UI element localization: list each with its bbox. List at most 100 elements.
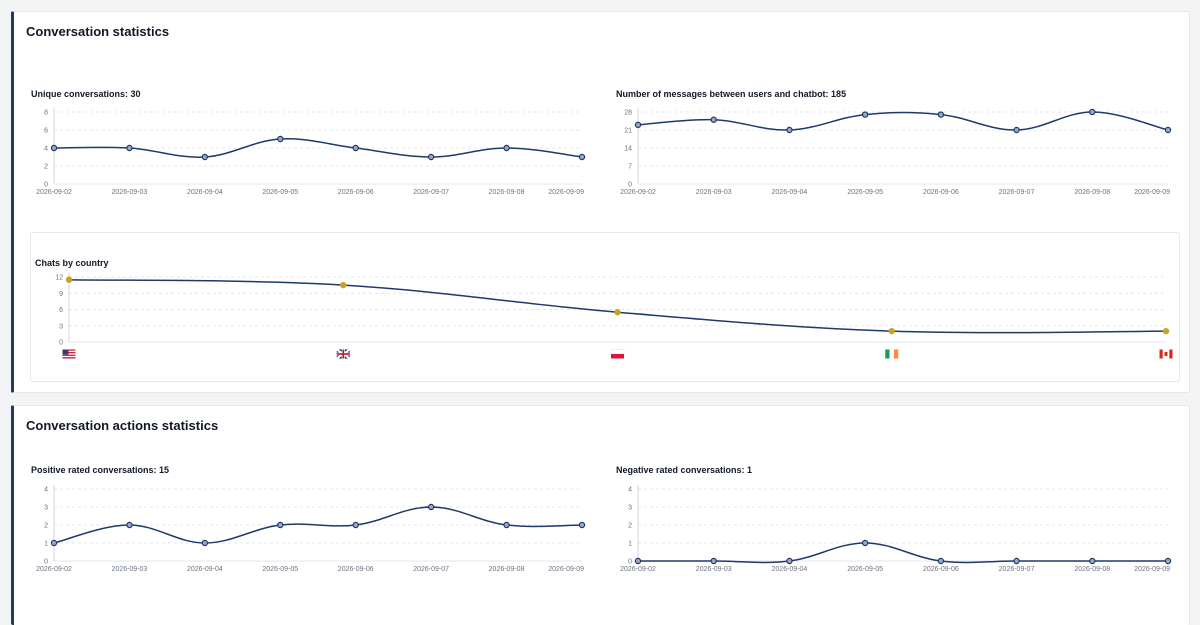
x-tick-label: 2026-09-08 <box>489 189 525 196</box>
series-line <box>53 506 583 544</box>
data-point[interactable] <box>352 521 359 529</box>
x-tick-label: 2026-09-06 <box>923 566 959 573</box>
x-tick-label: 2026-09-05 <box>847 566 883 573</box>
data-point[interactable] <box>861 539 869 547</box>
data-point[interactable] <box>1164 557 1172 565</box>
data-point[interactable] <box>50 144 58 152</box>
x-tick-label: 2026-09-03 <box>696 189 732 196</box>
data-point[interactable] <box>340 281 347 289</box>
data-point[interactable] <box>50 539 58 547</box>
series-line <box>68 278 1167 334</box>
y-tick-label: 0 <box>44 559 48 566</box>
y-tick-label: 21 <box>624 128 632 135</box>
data-point[interactable] <box>1164 126 1172 134</box>
x-tick-label: 2026-09-08 <box>489 566 525 573</box>
y-tick-label: 0 <box>59 340 63 347</box>
chats-by-country-title: Chats by country <box>35 258 109 268</box>
data-point[interactable] <box>710 116 717 123</box>
data-point[interactable] <box>578 521 586 529</box>
data-point[interactable] <box>503 521 510 529</box>
data-point[interactable] <box>614 309 621 316</box>
x-tick-label: 2026-09-09 <box>1134 189 1170 196</box>
x-tick-label: 2026-09-02 <box>36 566 72 573</box>
x-tick-label: 2026-09-06 <box>338 566 374 573</box>
section-title: Conversation actions statistics <box>26 418 219 433</box>
unique-conversations-title: Unique conversations: 30 <box>31 89 141 99</box>
data-point[interactable] <box>1089 108 1096 116</box>
ca-flag-icon <box>1159 349 1173 359</box>
series-line <box>637 542 1168 564</box>
data-point[interactable] <box>1089 557 1096 565</box>
data-point[interactable] <box>937 111 945 118</box>
x-tick-label: 2026-09-09 <box>1134 566 1170 573</box>
x-tick-label: 2026-09-02 <box>620 189 656 196</box>
chats-by-country-card: Chats by country 0 3 6 9 12 <box>30 232 1180 382</box>
conversation-actions-section: Conversation actions statistics Positive… <box>11 405 1190 625</box>
y-tick-label: 7 <box>628 164 632 171</box>
y-tick-label: 28 <box>624 110 632 117</box>
data-point[interactable] <box>786 126 793 134</box>
y-tick-label: 12 <box>55 275 63 282</box>
x-tick-label: 2026-09-03 <box>112 566 148 573</box>
data-point[interactable] <box>578 153 586 161</box>
conversation-statistics-section: Conversation statistics Unique conversat… <box>11 11 1190 393</box>
y-tick-label: 3 <box>628 505 632 512</box>
data-point[interactable] <box>1013 126 1020 134</box>
x-tick-label: 2026-09-03 <box>696 566 732 573</box>
y-tick-label: 4 <box>628 487 632 494</box>
messages-chart: 0 7 14 21 28 2026-09-02 2026-09-03 2026-09-04 20… <box>620 108 1172 196</box>
y-tick-label: 4 <box>44 146 48 153</box>
y-tick-label: 0 <box>44 182 48 189</box>
data-point[interactable] <box>126 144 133 152</box>
unique-conversations-chart: 0 2 4 6 8 2026-09-02 2026-09-03 2026-09-04 2026-… <box>36 108 586 196</box>
x-tick-label: 2026-09-07 <box>999 566 1035 573</box>
positive-rated-title: Positive rated conversations: 15 <box>31 465 170 475</box>
y-tick-label: 1 <box>628 541 632 548</box>
data-point[interactable] <box>277 521 284 529</box>
us-flag-icon <box>62 349 76 359</box>
data-point[interactable] <box>861 111 869 118</box>
positive-rated-chart: 0 1 2 3 4 2026-09-02 2026-09-03 2026-09-04 2026-… <box>36 485 586 573</box>
data-point[interactable] <box>201 153 209 161</box>
data-point[interactable] <box>427 153 435 161</box>
negative-rated-chart: 0 1 2 3 4 2026-09-02 2026-09-03 2026-09-04 2026-… <box>620 485 1172 573</box>
y-tick-label: 3 <box>44 505 48 512</box>
y-tick-label: 8 <box>44 110 48 117</box>
x-tick-label: 2026-09-05 <box>262 189 298 196</box>
data-point[interactable] <box>503 144 510 152</box>
data-point[interactable] <box>201 539 209 547</box>
data-point[interactable] <box>126 521 133 529</box>
x-tick-label: 2026-09-04 <box>187 189 223 196</box>
data-point[interactable] <box>786 557 793 565</box>
x-tick-label: 2026-09-07 <box>413 189 449 196</box>
data-point[interactable] <box>710 557 717 565</box>
data-point[interactable] <box>1013 557 1020 565</box>
data-point[interactable] <box>427 503 435 511</box>
y-tick-label: 9 <box>59 291 63 298</box>
data-point[interactable] <box>1162 327 1170 335</box>
data-point[interactable] <box>888 327 895 335</box>
x-tick-label: 2026-09-06 <box>338 189 374 196</box>
x-tick-label: 2026-09-03 <box>112 189 148 196</box>
data-point[interactable] <box>65 276 73 283</box>
messages-count-title: Number of messages between users and cha… <box>616 89 847 99</box>
y-tick-label: 0 <box>628 559 632 566</box>
x-tick-label: 2026-09-02 <box>620 566 656 573</box>
chats-by-country-chart: 0 3 6 9 12 <box>55 273 1173 360</box>
y-tick-label: 14 <box>624 146 632 153</box>
data-point[interactable] <box>277 135 284 143</box>
x-tick-label: 2026-09-04 <box>772 189 808 196</box>
x-tick-label: 2026-09-04 <box>187 566 223 573</box>
data-point[interactable] <box>634 121 642 129</box>
data-point[interactable] <box>937 557 945 565</box>
y-tick-label: 2 <box>628 523 632 530</box>
x-tick-label: 2026-09-07 <box>413 566 449 573</box>
data-point[interactable] <box>634 557 642 565</box>
y-tick-label: 2 <box>44 523 48 530</box>
negative-rated-title: Negative rated conversations: 1 <box>616 465 753 475</box>
x-tick-label: 2026-09-08 <box>1074 566 1110 573</box>
x-tick-label: 2026-09-09 <box>548 566 584 573</box>
data-point[interactable] <box>352 144 359 152</box>
y-tick-label: 0 <box>628 182 632 189</box>
x-tick-label: 2026-09-02 <box>36 189 72 196</box>
